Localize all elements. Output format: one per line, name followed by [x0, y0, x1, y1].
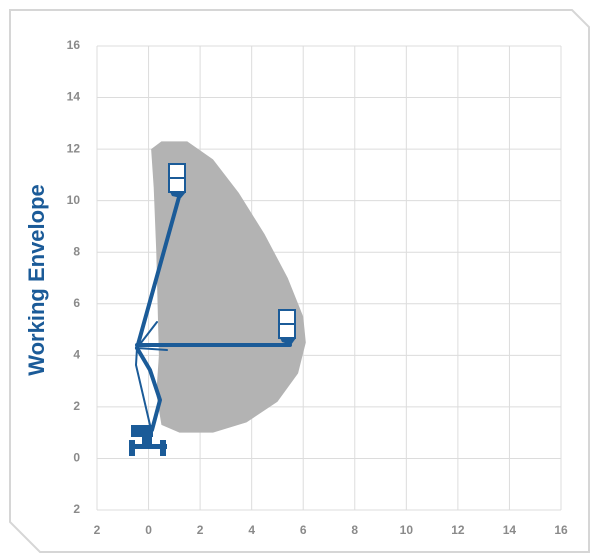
x-tick-label: 4	[248, 523, 255, 537]
x-tick-label: 2	[94, 523, 101, 537]
y-axis-title: Working Envelope	[24, 184, 49, 376]
platform-base	[280, 338, 296, 345]
x-tick-label: 14	[503, 523, 517, 537]
labels: 2 0 2 4 6 8 10 12 14 16 2 0 2 4 6 8 10 12 14 16	[67, 38, 568, 537]
y-tick-label: 16	[67, 38, 81, 52]
y-tick-label: 2	[73, 502, 80, 516]
y-tick-label: 8	[73, 244, 80, 258]
y-tick-label: 12	[67, 141, 81, 155]
y-tick-label: 0	[73, 451, 80, 465]
x-tick-label: 12	[451, 523, 465, 537]
envelope-layer	[151, 141, 306, 433]
y-tick-label: 14	[67, 90, 81, 104]
lower-boom	[135, 346, 162, 432]
turret	[142, 436, 152, 444]
y-tick-label: 4	[73, 348, 80, 362]
y-tick-label: 2	[73, 399, 80, 413]
y-tick-label: 10	[67, 193, 81, 207]
wheel	[160, 440, 166, 456]
x-tick-label: 16	[554, 523, 568, 537]
y-tick-label: 6	[73, 296, 80, 310]
base	[129, 444, 167, 449]
x-tick-label: 10	[400, 523, 414, 537]
x-tick-label: 6	[300, 523, 307, 537]
working-envelope	[151, 141, 306, 433]
x-tick-label: 2	[197, 523, 204, 537]
platform-base	[170, 192, 186, 198]
wheel	[129, 440, 135, 456]
x-tick-label: 0	[145, 523, 152, 537]
chassis	[131, 425, 153, 437]
machine-icon	[129, 163, 296, 456]
x-tick-label: 8	[351, 523, 358, 537]
upper-boom	[135, 195, 181, 350]
